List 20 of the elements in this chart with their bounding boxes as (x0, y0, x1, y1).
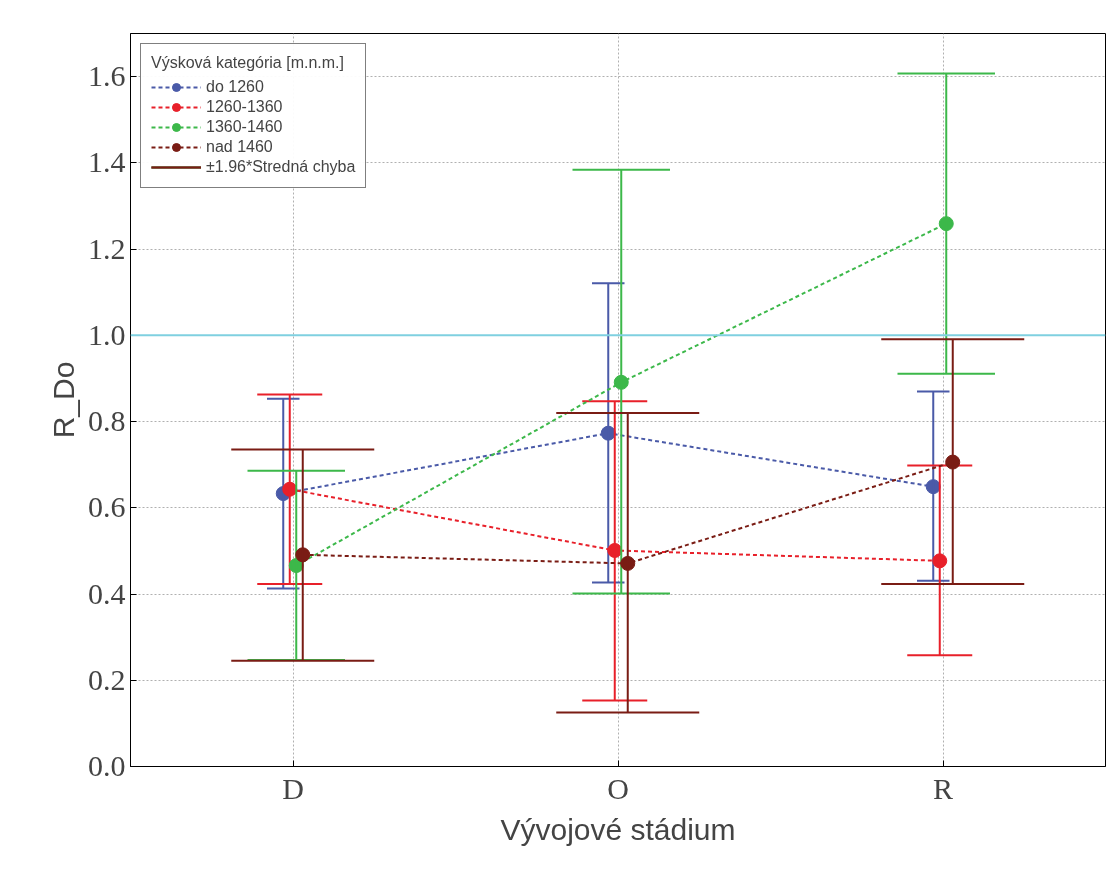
y-tick-label: 0.6 (88, 490, 126, 524)
x-tick-label: O (607, 771, 629, 805)
legend-label: nad 1460 (206, 138, 273, 156)
x-axis-title: Vývojové stádium (500, 812, 736, 846)
y-tick-label: 1.0 (88, 317, 126, 351)
annotation: ±1.96*Stredná chyba (206, 158, 356, 176)
y-tick-label: 1.2 (88, 231, 126, 265)
legend-label: do 1260 (206, 78, 264, 96)
y-tick-label: 1.4 (88, 145, 126, 179)
legend-title: Výsková kategória [m.n.m.] (151, 54, 345, 72)
y-tick-label: 0.8 (88, 404, 126, 438)
y-axis-title: R_Do (47, 361, 80, 439)
y-tick-label: 1.6 (88, 59, 126, 93)
legend-label: 1360-1460 (206, 118, 283, 136)
y-tick-label: 0.2 (88, 662, 126, 696)
y-tick-label: 0.0 (88, 749, 126, 782)
y-tick-label: 0.4 (88, 576, 126, 610)
x-tick-label: D (282, 771, 304, 805)
x-tick-label: R (933, 771, 954, 805)
legend-label: 1260-1360 (206, 98, 283, 116)
